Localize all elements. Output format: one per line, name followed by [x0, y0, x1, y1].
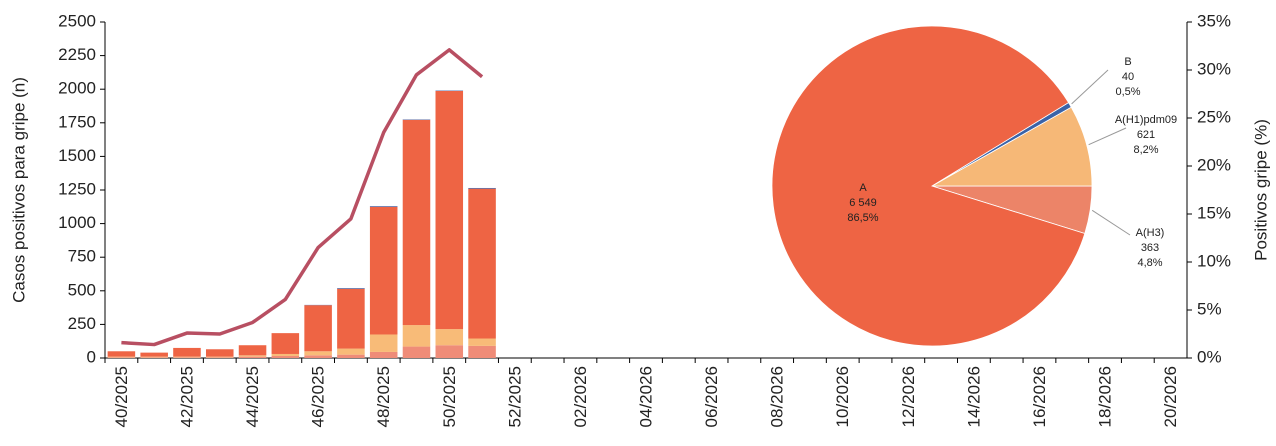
x-tick-label: 46/2025	[309, 366, 328, 427]
bar-segment	[468, 189, 496, 339]
bar-segment	[468, 188, 496, 189]
x-tick-label: 48/2025	[374, 366, 393, 427]
pie-label: 0,5%	[1115, 86, 1140, 98]
bar-segment	[337, 355, 365, 358]
bar-segment	[140, 357, 168, 358]
bar-segment	[370, 207, 398, 335]
pie-label: A	[859, 182, 867, 194]
y2-tick-label: 15%	[1197, 203, 1231, 222]
bar-segment	[337, 289, 365, 349]
pie-label: 8,2%	[1133, 144, 1158, 156]
y-tick-label: 1750	[58, 112, 96, 131]
pie-label: 621	[1137, 129, 1155, 141]
leader-line	[1089, 128, 1126, 145]
y-tick-label: 750	[68, 247, 96, 266]
x-tick-label: 40/2025	[112, 366, 131, 427]
x-tick-label: 50/2025	[440, 366, 459, 427]
bar-segment	[304, 351, 332, 355]
bar-segment	[468, 339, 496, 346]
pie-label: 86,5%	[847, 212, 878, 224]
x-tick-label: 44/2025	[243, 366, 262, 427]
bar-segment	[436, 91, 464, 329]
y-tick-label: 2250	[58, 45, 96, 64]
bar-segment	[337, 349, 365, 355]
bar-segment	[206, 357, 234, 358]
pie-label: A(H1)pdm09	[1115, 114, 1177, 126]
leader-line	[1092, 210, 1130, 235]
y-tick-label: 500	[68, 280, 96, 299]
y-axis-label: Casos positivos para gripe (n)	[9, 77, 28, 303]
bar-segment	[239, 357, 267, 358]
pie-label: B	[1124, 56, 1131, 68]
x-tick-label: 14/2026	[964, 366, 983, 427]
pie-label: 363	[1141, 242, 1159, 254]
y2-tick-label: 30%	[1197, 59, 1231, 78]
bar-segment	[173, 357, 201, 358]
bar-segment	[468, 346, 496, 358]
bar-segment	[272, 356, 300, 358]
y-tick-label: 1250	[58, 179, 96, 198]
bar-segment	[272, 354, 300, 356]
y2-tick-label: 5%	[1197, 299, 1222, 318]
bar-segment	[206, 357, 234, 358]
x-tick-label: 10/2026	[833, 366, 852, 427]
y-tick-label: 0	[87, 347, 96, 366]
y-tick-label: 2000	[58, 79, 96, 98]
y-tick-label: 1000	[58, 213, 96, 232]
bar-segment	[403, 325, 431, 347]
x-tick-label: 52/2025	[505, 366, 524, 427]
y2-axis-label: Positivos gripe (%)	[1251, 119, 1270, 261]
bar-segment	[108, 357, 136, 358]
bar-segment	[108, 351, 136, 356]
bar-segment	[370, 352, 398, 358]
pie-label: 6 549	[849, 197, 877, 209]
bar-segment	[304, 305, 332, 351]
pie-label: A(H3)	[1136, 227, 1165, 239]
bar-segment	[239, 345, 267, 355]
x-tick-label: 18/2026	[1096, 366, 1115, 427]
y2-tick-label: 0%	[1197, 347, 1222, 366]
pie-label: 40	[1122, 71, 1134, 83]
x-tick-label: 20/2026	[1161, 366, 1180, 427]
bar-segment	[337, 288, 365, 289]
bar-segment	[403, 347, 431, 358]
leader-line	[1072, 70, 1108, 104]
x-tick-label: 42/2025	[177, 366, 196, 427]
bar-segment	[108, 357, 136, 358]
x-tick-label: 02/2026	[571, 366, 590, 427]
x-tick-label: 12/2026	[899, 366, 918, 427]
bar-segment	[272, 333, 300, 354]
bar-segment	[206, 349, 234, 356]
y-tick-label: 2500	[58, 11, 96, 30]
bar-segment	[436, 329, 464, 345]
y2-tick-label: 25%	[1197, 107, 1231, 126]
bar-segment	[436, 345, 464, 358]
x-tick-label: 04/2026	[636, 366, 655, 427]
bar-segment	[370, 206, 398, 207]
x-tick-label: 16/2026	[1030, 366, 1049, 427]
x-tick-label: 08/2026	[768, 366, 787, 427]
bar-segment	[403, 120, 431, 325]
x-tick-label: 06/2026	[702, 366, 721, 427]
y2-tick-label: 10%	[1197, 251, 1231, 270]
bar-segment	[140, 353, 168, 357]
pie-label: 4,8%	[1137, 257, 1162, 269]
bar-segment	[173, 348, 201, 357]
bar-segment	[173, 357, 201, 358]
bar-segment	[140, 357, 168, 358]
bar-segment	[304, 355, 332, 358]
y-tick-label: 1500	[58, 146, 96, 165]
y-tick-label: 250	[68, 314, 96, 333]
bar-segment	[370, 334, 398, 351]
y2-tick-label: 20%	[1197, 155, 1231, 174]
bar-segment	[239, 355, 267, 356]
y2-tick-label: 35%	[1197, 11, 1231, 30]
